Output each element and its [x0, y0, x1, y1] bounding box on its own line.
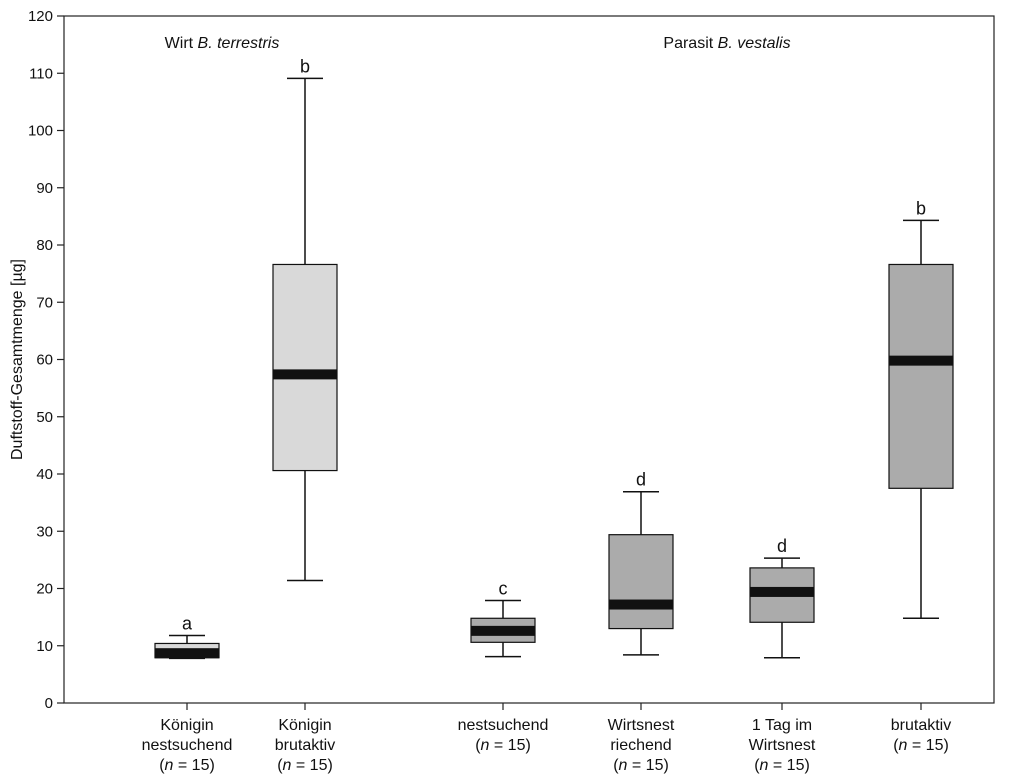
x-category-label: Königin nestsuchend (n = 15) [142, 717, 233, 774]
y-axis-title: Duftstoff-Gesamtmenge [µg] [9, 259, 26, 460]
box-6: b [888, 198, 954, 620]
median-bar [273, 369, 337, 380]
box-1: a [154, 613, 220, 660]
box-2: b [272, 56, 338, 582]
y-tick-label: 0 [45, 695, 53, 712]
x-category-label: nestsuchend (n = 15) [458, 717, 549, 754]
y-tick-label: 90 [36, 180, 53, 197]
group-labels: Wirt B. terrestris Parasit B. vestalis [165, 35, 791, 52]
y-tick-label: 50 [36, 409, 53, 426]
box-3: c [470, 579, 536, 658]
x-category-label: brutaktiv (n = 15) [891, 717, 951, 754]
group-label: Parasit B. vestalis [663, 35, 790, 52]
y-tick-label: 40 [36, 466, 53, 483]
box-4: d [608, 470, 674, 656]
significance-letter: c [499, 579, 508, 599]
significance-letter: d [777, 536, 787, 556]
y-tick-label: 70 [36, 294, 53, 311]
group-label: Wirt B. terrestris [165, 35, 280, 52]
y-tick-label: 110 [29, 65, 53, 82]
significance-letter: b [916, 198, 926, 218]
iqr-box [888, 263, 954, 489]
y-axis: 0 10 20 30 40 50 60 70 80 90 100 110 120 [28, 8, 922, 712]
significance-letter: d [636, 470, 646, 490]
box-5: d [749, 536, 815, 659]
y-tick-label: 10 [36, 638, 53, 655]
x-category-label: 1 Tag im Wirtsnest (n = 15) [749, 717, 816, 774]
median-bar [471, 625, 535, 636]
x-axis-labels: Königin nestsuchend (n = 15) Königin brutakt… [142, 717, 952, 774]
x-category-label: Königin brutaktiv (n = 15) [275, 717, 335, 774]
median-bar [155, 648, 219, 659]
y-tick-label: 30 [36, 523, 53, 540]
significance-letter: a [182, 613, 193, 633]
y-tick-label: 80 [36, 237, 53, 254]
median-bar [609, 599, 673, 610]
median-bar [750, 586, 814, 597]
y-tick-label: 100 [28, 123, 53, 140]
boxes: a b c d d b [154, 56, 954, 660]
iqr-box [272, 263, 338, 472]
y-tick-label: 60 [36, 352, 53, 369]
y-tick-label: 120 [28, 8, 53, 25]
median-bar [889, 355, 953, 366]
y-tick-label: 20 [36, 581, 53, 598]
iqr-box [608, 534, 674, 630]
x-category-label: Wirtsnest riechend (n = 15) [608, 717, 675, 774]
plot-frame [63, 15, 995, 704]
significance-letter: b [300, 56, 310, 76]
